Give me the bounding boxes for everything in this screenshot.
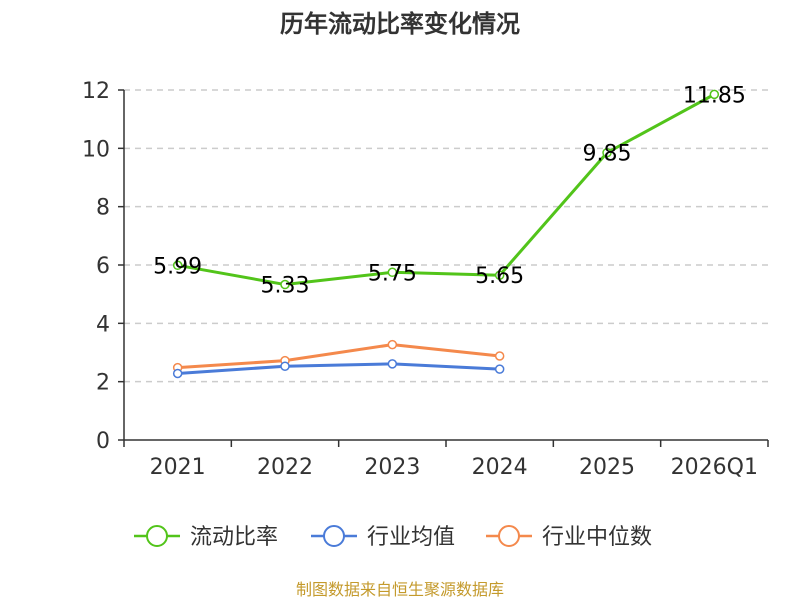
legend-marker <box>146 525 168 547</box>
y-tick-label: 8 <box>96 196 110 221</box>
y-tick-label: 4 <box>96 312 110 337</box>
data-label: 5.75 <box>368 261 417 286</box>
chart-title: 历年流动比率变化情况 <box>280 10 520 38</box>
y-tick-label: 0 <box>96 429 110 454</box>
data-point <box>172 260 183 271</box>
data-point <box>387 359 398 369</box>
data-point <box>494 364 505 374</box>
data-label: 11.85 <box>683 83 746 108</box>
data-point <box>709 89 720 100</box>
data-point <box>280 279 290 290</box>
x-tick-label: 2022 <box>257 455 313 480</box>
legend-marker <box>498 525 520 547</box>
data-point <box>494 270 505 280</box>
legend-label: 行业均值 <box>367 525 455 550</box>
y-tick-label: 6 <box>96 254 110 279</box>
legend-label: 行业中位数 <box>542 525 652 550</box>
data-label: 5.33 <box>261 274 310 299</box>
data-label: 5.99 <box>153 254 202 279</box>
data-point <box>172 368 183 379</box>
data-point <box>387 267 398 278</box>
x-tick-label: 2024 <box>472 455 528 480</box>
x-tick-label: 2021 <box>150 455 206 480</box>
legend-label: 流动比率 <box>190 525 278 550</box>
data-point <box>387 339 398 350</box>
y-tick-label: 2 <box>96 371 110 396</box>
x-tick-label: 2023 <box>364 455 420 480</box>
series-line-1 <box>177 362 500 375</box>
y-tick-label: 12 <box>82 79 110 104</box>
y-tick-label: 10 <box>82 137 110 162</box>
x-tick-label: 2026Q1 <box>671 455 758 480</box>
series-line-2 <box>177 343 500 370</box>
x-tick-label: 2025 <box>579 455 635 480</box>
series-line-0 <box>177 93 716 287</box>
source-note: 制图数据来自恒生聚源数据库 <box>296 580 504 599</box>
data-label: 9.85 <box>583 142 632 167</box>
data-label: 5.65 <box>475 264 524 289</box>
data-point <box>602 147 612 158</box>
data-point <box>494 351 505 361</box>
legend-marker <box>323 525 345 547</box>
data-point <box>280 361 290 371</box>
